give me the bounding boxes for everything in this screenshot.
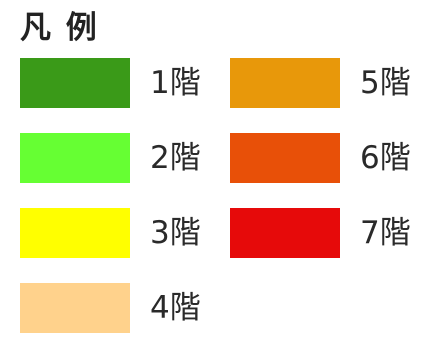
- legend-swatch-floor-5: [230, 58, 340, 108]
- legend-swatch-floor-4: [20, 283, 130, 333]
- legend-title: 凡 例: [20, 10, 99, 46]
- legend-label-floor-1: 1階: [150, 65, 201, 101]
- legend-label-floor-7: 7階: [360, 215, 411, 251]
- legend-label-floor-5: 5階: [360, 65, 411, 101]
- legend: 1階 5階 2階 6階 3階 7階 4階: [20, 58, 428, 333]
- legend-label-floor-2: 2階: [150, 140, 201, 176]
- legend-label-floor-3: 3階: [150, 215, 201, 251]
- legend-label-floor-4: 4階: [150, 290, 201, 326]
- legend-swatch-floor-2: [20, 133, 130, 183]
- legend-swatch-floor-3: [20, 208, 130, 258]
- legend-label-floor-6: 6階: [360, 140, 411, 176]
- legend-swatch-floor-7: [230, 208, 340, 258]
- legend-swatch-floor-1: [20, 58, 130, 108]
- legend-swatch-floor-6: [230, 133, 340, 183]
